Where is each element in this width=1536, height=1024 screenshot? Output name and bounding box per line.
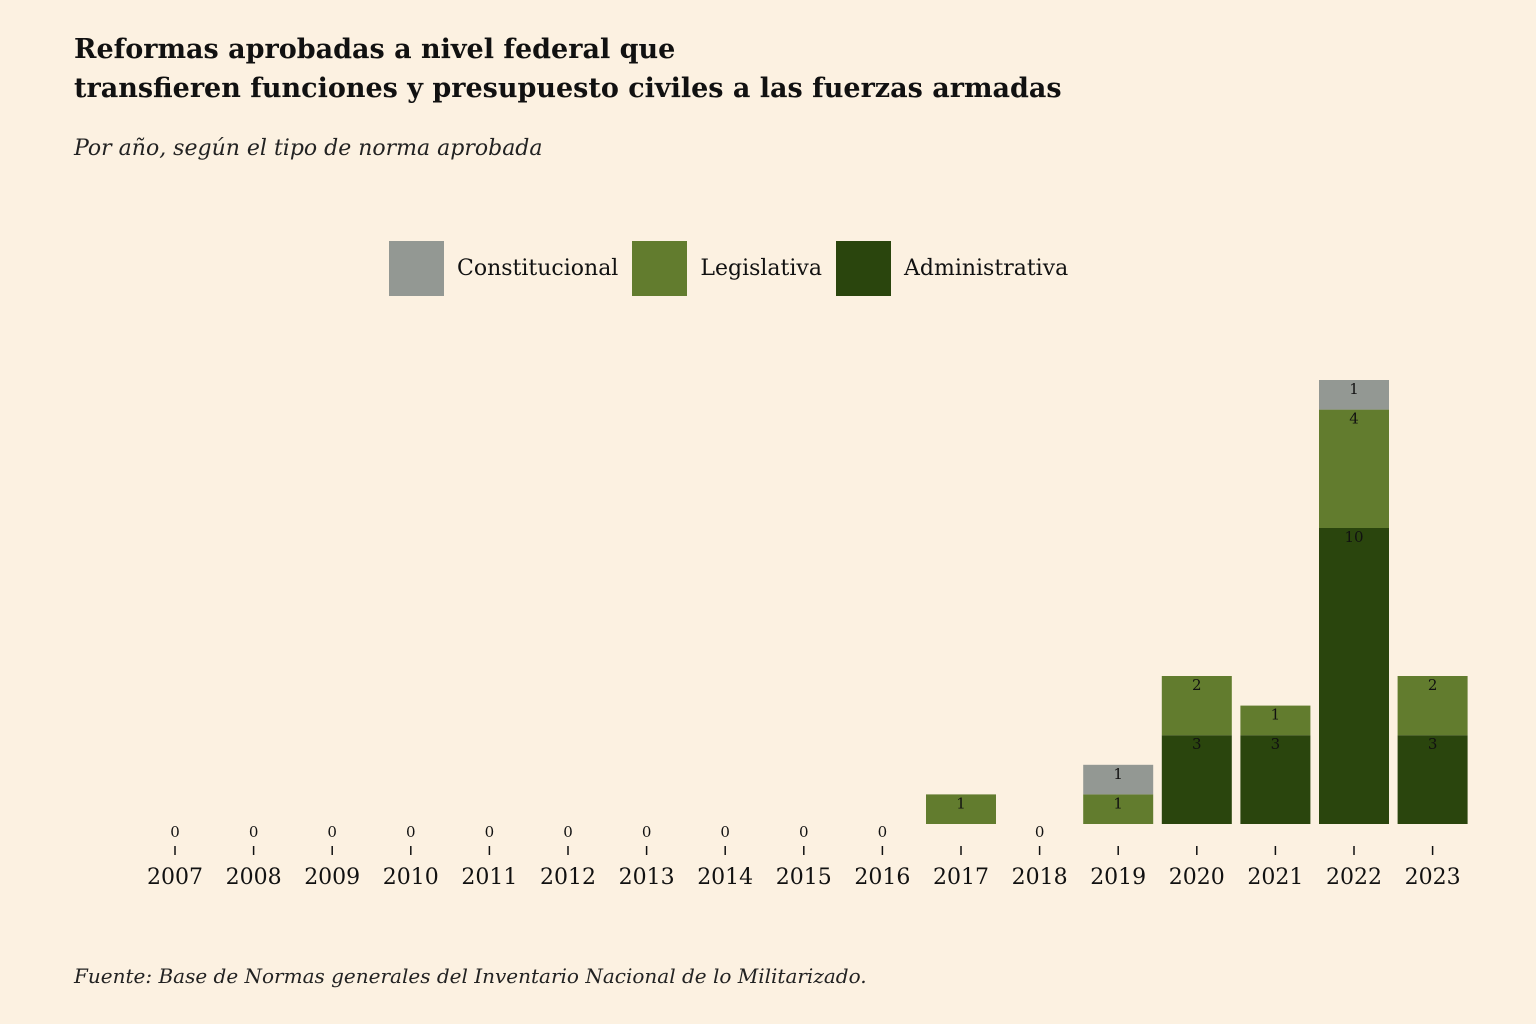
data-label-legislativa-2019: 1 xyxy=(1113,794,1123,812)
bar-legislativa-2017 xyxy=(926,794,996,824)
x-tick-label-2017: 2017 xyxy=(933,865,989,890)
data-label-zero-2015: 0 xyxy=(799,823,809,841)
data-label-zero-2016: 0 xyxy=(878,823,888,841)
legend-item-constitucional: Constitucional xyxy=(389,241,618,296)
x-tick-label-2020: 2020 xyxy=(1169,865,1225,890)
x-tick-label-2023: 2023 xyxy=(1405,865,1461,890)
legend-label-legislativa: Legislativa xyxy=(700,256,822,281)
x-tick-label-2014: 2014 xyxy=(697,865,753,890)
x-tick-label-2013: 2013 xyxy=(619,865,675,890)
x-tick-label-2011: 2011 xyxy=(461,865,517,890)
x-tick-label-2019: 2019 xyxy=(1090,865,1146,890)
data-label-legislativa-2021: 1 xyxy=(1271,706,1281,724)
data-label-administrativa-2022: 10 xyxy=(1344,528,1363,546)
x-tick-label-2009: 2009 xyxy=(304,865,360,890)
chart-title-line-2: transfieren funciones y presupuesto civi… xyxy=(74,73,1062,104)
x-tick-label-2016: 2016 xyxy=(854,865,910,890)
data-label-constitucional-2019: 1 xyxy=(1113,765,1123,783)
data-label-zero-2008: 0 xyxy=(249,823,259,841)
x-tick-label-2007: 2007 xyxy=(147,865,203,890)
data-label-administrativa-2021: 3 xyxy=(1271,735,1281,753)
legend-item-administrativa: Administrativa xyxy=(835,241,1069,296)
chart-source: Fuente: Base de Normas generales del Inv… xyxy=(74,964,867,988)
bar-legislativa-2021 xyxy=(1240,705,1311,736)
x-tick-label-2021: 2021 xyxy=(1247,865,1303,890)
data-label-zero-2012: 0 xyxy=(563,823,573,841)
data-label-zero-2009: 0 xyxy=(327,823,337,841)
legend-item-legislativa: Legislativa xyxy=(632,241,822,296)
chart-title: Reformas aprobadas a nivel federal que t… xyxy=(74,30,1374,108)
bar-administrativa-2020 xyxy=(1161,735,1232,824)
bar-constitucional-2019 xyxy=(1083,764,1154,795)
legend-swatch-constitucional xyxy=(389,241,444,296)
data-label-zero-2007: 0 xyxy=(170,823,180,841)
data-label-zero-2013: 0 xyxy=(642,823,652,841)
data-label-administrativa-2020: 3 xyxy=(1192,735,1202,753)
data-label-legislativa-2020: 2 xyxy=(1192,676,1202,694)
data-label-zero-2014: 0 xyxy=(720,823,730,841)
bar-administrativa-2021 xyxy=(1240,735,1311,824)
x-tick-label-2022: 2022 xyxy=(1326,865,1382,890)
chart-legend: Constitucional Legislativa Administrativ… xyxy=(389,241,1082,296)
legend-label-administrativa: Administrativa xyxy=(903,256,1069,281)
x-tick-label-2012: 2012 xyxy=(540,865,596,890)
data-label-legislativa-2022: 4 xyxy=(1349,410,1359,428)
x-tick-label-2015: 2015 xyxy=(776,865,832,890)
bar-legislativa-2023 xyxy=(1397,676,1468,736)
data-label-administrativa-2023: 3 xyxy=(1428,735,1438,753)
bar-legislativa-2019 xyxy=(1083,794,1154,824)
data-label-zero-2010: 0 xyxy=(406,823,416,841)
data-label-legislativa-2023: 2 xyxy=(1428,676,1438,694)
bar-constitucional-2022 xyxy=(1319,380,1389,410)
bar-legislativa-2022 xyxy=(1319,409,1389,528)
chart-subtitle: Por año, según el tipo de norma aprobada xyxy=(74,136,543,161)
chart-title-line-1: Reformas aprobadas a nivel federal que xyxy=(74,34,676,65)
x-tick-label-2018: 2018 xyxy=(1012,865,1068,890)
x-tick-label-2010: 2010 xyxy=(383,865,439,890)
bar-legislativa-2020 xyxy=(1161,676,1232,736)
bar-administrativa-2023 xyxy=(1397,735,1468,824)
bar-administrativa-2022 xyxy=(1319,528,1389,824)
data-label-zero-2018: 0 xyxy=(1035,823,1045,841)
data-label-legislativa-2017: 1 xyxy=(956,794,966,812)
legend-swatch-legislativa xyxy=(632,241,688,296)
x-tick-label-2008: 2008 xyxy=(226,865,282,890)
data-label-zero-2011: 0 xyxy=(485,823,495,841)
data-label-constitucional-2022: 1 xyxy=(1349,380,1359,398)
legend-swatch-administrativa xyxy=(835,241,891,296)
legend-label-constitucional: Constitucional xyxy=(457,256,619,281)
